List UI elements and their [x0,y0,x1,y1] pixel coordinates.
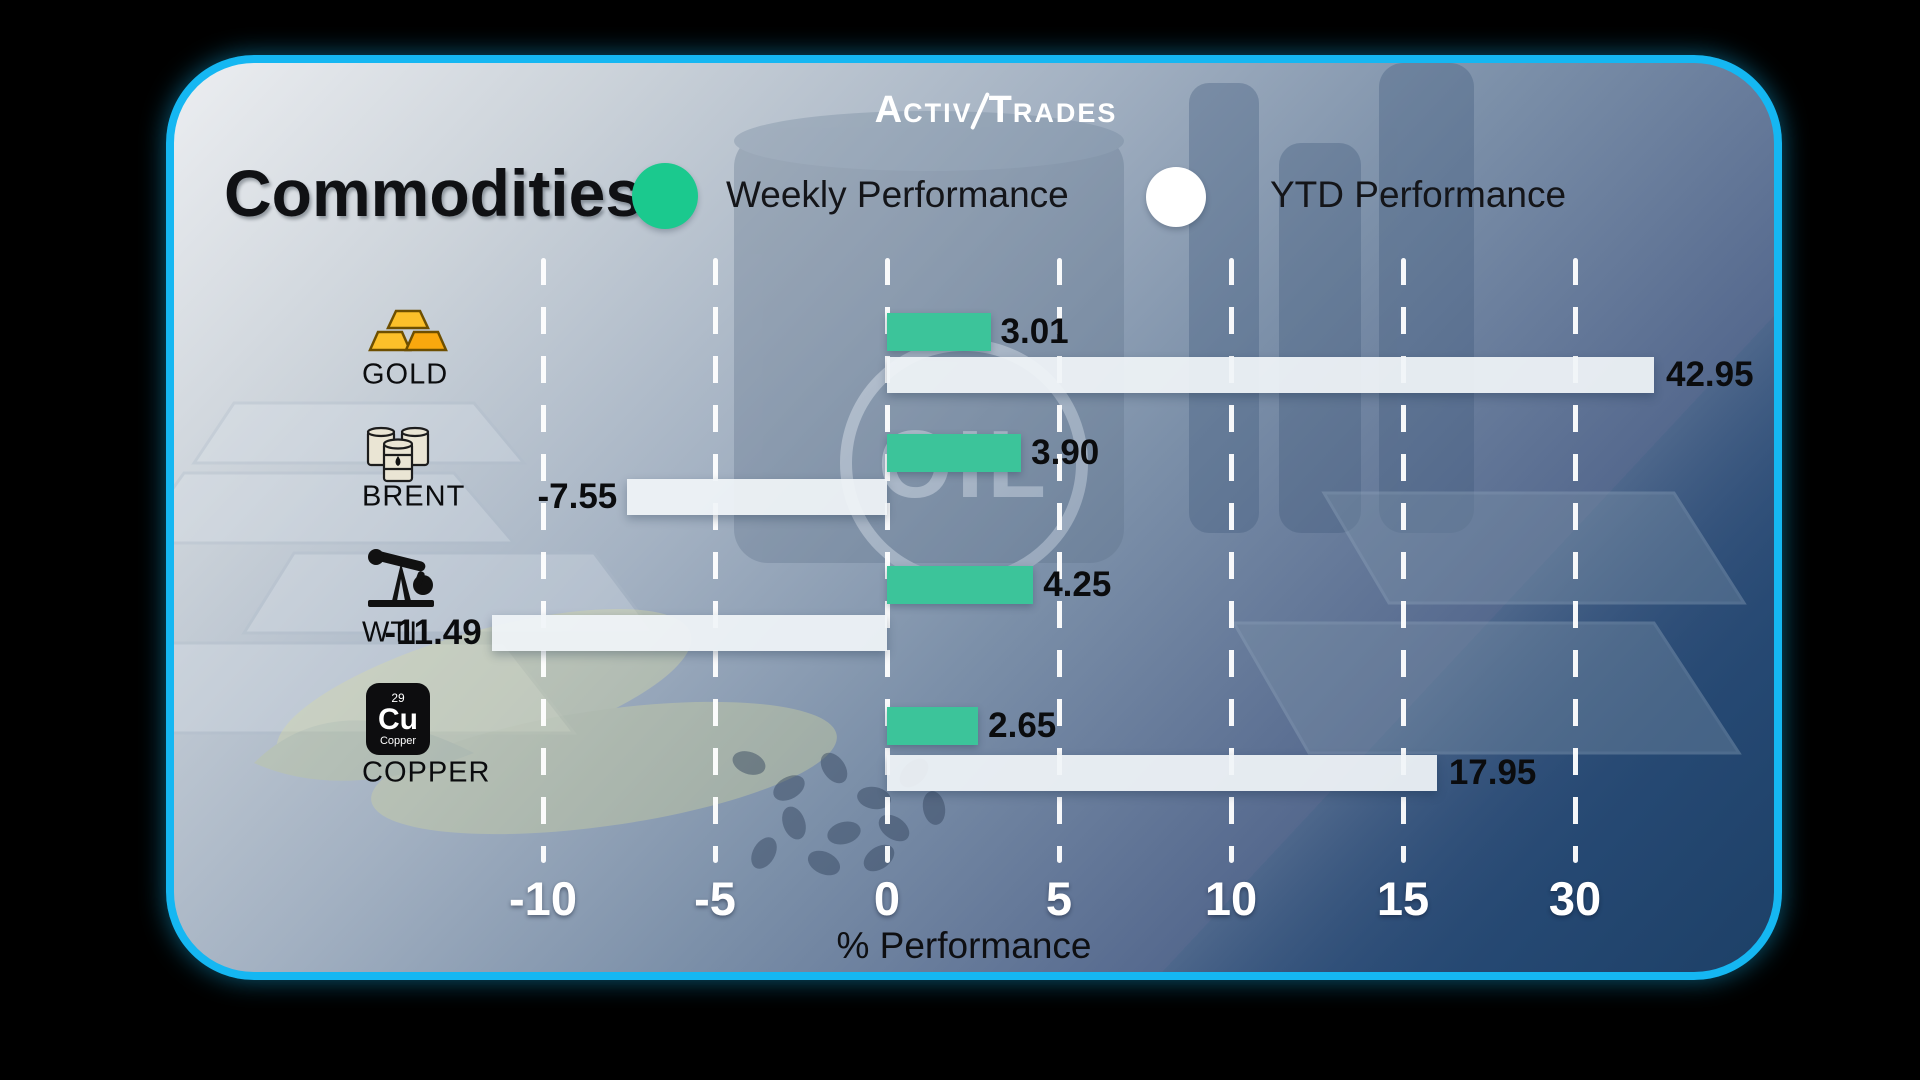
wti-weekly-value: 4.25 [1043,565,1112,604]
row-label-wti: WTI [362,616,419,649]
infographic-card: OIL [166,55,1782,980]
x-tick-label: -10 [509,872,577,925]
gridline [1056,258,1062,863]
page-title: Commodities [224,156,643,230]
brent-weekly-bar [887,434,1022,472]
brent-weekly-value: 3.90 [1031,433,1100,472]
x-tick-label: 15 [1376,872,1430,925]
oil-barrels-icon [366,426,430,483]
x-tick-label: -5 [694,872,736,925]
row-label-brent: BRENT [362,480,466,513]
brent-ytd-value: -7.55 [537,477,618,516]
x-tick-label: 0 [873,872,901,925]
activtrades-logo: ACTIV TRADES [874,89,1118,131]
copper-symbol: Cu [378,703,418,736]
gridline [1572,258,1578,863]
x-axis-title: % Performance [836,925,1092,966]
row-label-gold: GOLD [362,358,449,391]
chart-row-brent: BRENT 3.90 -7.55 [174,63,1774,972]
ytd-legend-label: YTD Performance [1270,174,1567,215]
gold-weekly-bar [887,313,991,351]
gridline [1400,258,1406,863]
gridline [1228,258,1234,863]
logo-text: A [874,89,904,131]
brent-ytd-bar [627,479,887,515]
row-label-copper: COPPER [362,756,491,789]
weekly-legend-dot [632,163,698,229]
wti-weekly-bar [887,566,1034,604]
wti-ytd-bar [491,615,887,651]
gold-ytd-bar [887,357,1654,393]
copper-weekly-bar [887,707,979,745]
chart-row-wti: WTI 4.25 -11.49 [174,63,1774,972]
x-tick-label: 30 [1548,872,1602,925]
copper-ytd-value: 17.95 [1448,753,1537,792]
gridline [884,258,890,863]
oil-pumpjack-icon [368,549,434,607]
copper-name: Copper [379,735,417,747]
gridline [540,258,546,863]
chart-row-gold: GOLD 3.01 42.95 [174,63,1774,972]
ytd-legend-dot [1146,167,1206,227]
gridline [712,258,718,863]
x-tick-label: 10 [1204,872,1258,925]
wti-ytd-value: -11.49 [384,613,482,652]
plot-area: -10 -5 0 5 10 15 30 GOLD 3.01 42.95 [174,63,1774,972]
gold-ytd-value: 42.95 [1666,355,1754,394]
copper-ytd-bar [887,755,1437,791]
chart-row-copper: 29 Cu Copper COPPER 2.65 17.95 [174,63,1774,972]
copper-atomic-number: 29 [391,691,405,705]
x-tick-label: 5 [1045,872,1073,925]
copper-weekly-value: 2.65 [988,706,1057,745]
gold-bars-icon [368,309,448,352]
copper-element-icon: 29 Cu Copper [366,683,430,755]
weekly-legend-label: Weekly Performance [726,174,1069,215]
